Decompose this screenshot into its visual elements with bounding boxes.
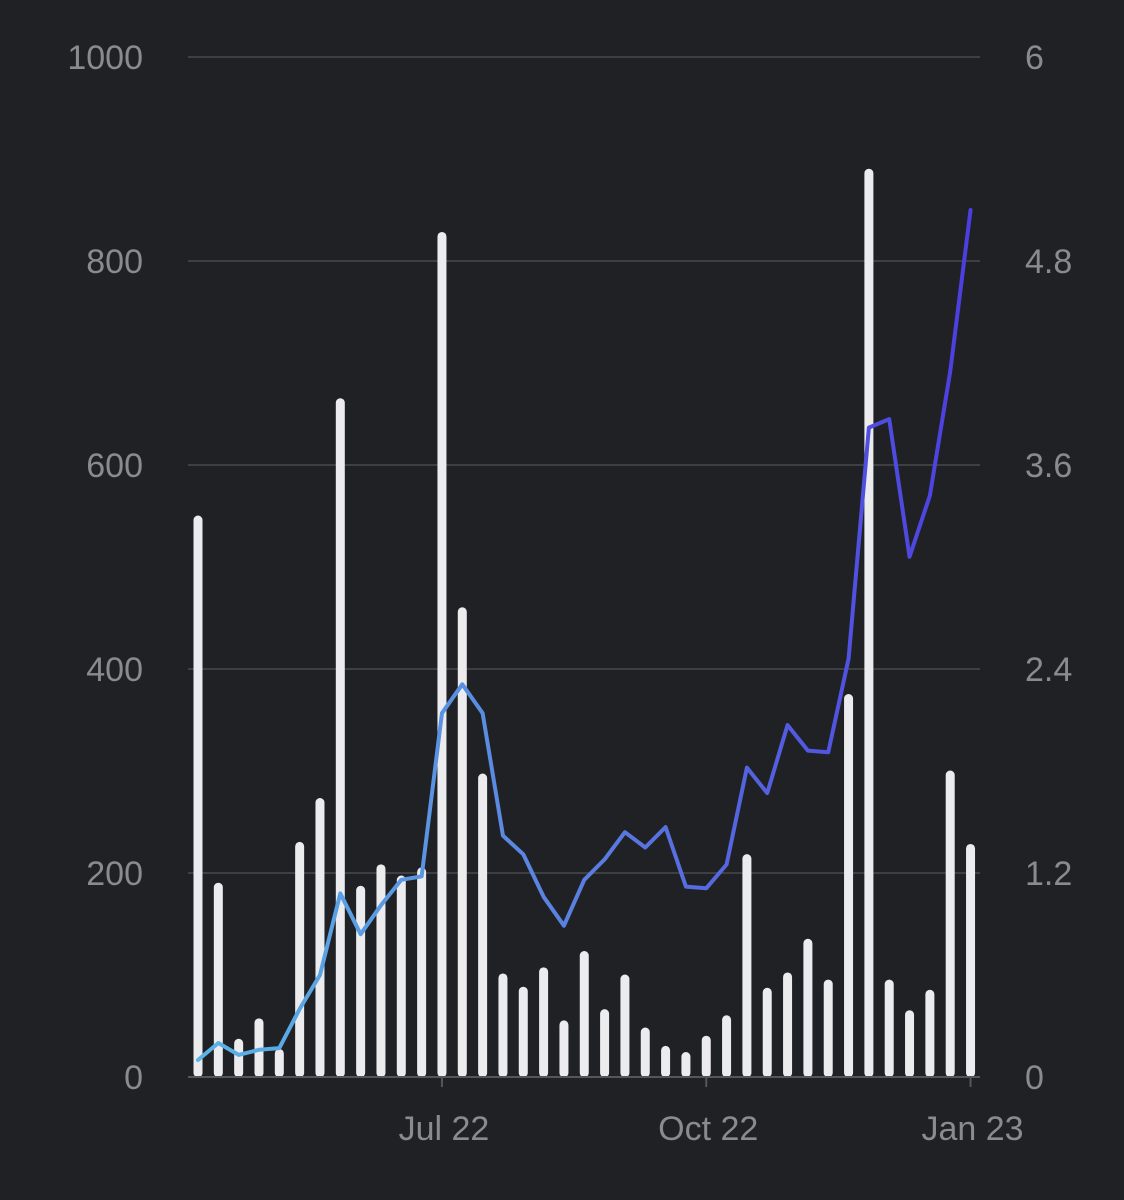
right-y-tick-label: 0	[1025, 1059, 1044, 1097]
right-y-tick-label: 4.8	[1025, 243, 1072, 281]
right-y-tick-label: 6	[1025, 39, 1044, 77]
x-axis-ticks: Jul 22 Oct 22 Jan 23	[399, 1077, 1024, 1148]
left-y-tick-label: 800	[86, 243, 143, 281]
right-y-tick-label: 2.4	[1025, 651, 1072, 689]
x-tick-label: Jan 23	[921, 1110, 1023, 1148]
right-y-tick-label: 3.6	[1025, 447, 1072, 485]
left-y-tick-label: 0	[124, 1059, 143, 1097]
x-tick-label: Oct 22	[658, 1110, 758, 1148]
left-y-tick-label: 200	[86, 855, 143, 893]
line-series	[196, 208, 973, 1062]
left-y-tick-label: 400	[86, 651, 143, 689]
left-y-axis-ticks: 0 200 400 600 800 1000	[67, 39, 143, 1097]
right-y-axis-ticks: 0 1.2 2.4 3.6 4.8 6	[1025, 39, 1072, 1097]
x-tick-label: Jul 22	[399, 1110, 490, 1148]
bar-series	[193, 168, 976, 1078]
right-y-tick-label: 1.2	[1025, 855, 1072, 893]
grid-lines	[188, 56, 980, 874]
left-y-tick-label: 600	[86, 447, 143, 485]
left-y-tick-label: 1000	[67, 39, 143, 77]
line-series-path	[196, 208, 973, 1062]
